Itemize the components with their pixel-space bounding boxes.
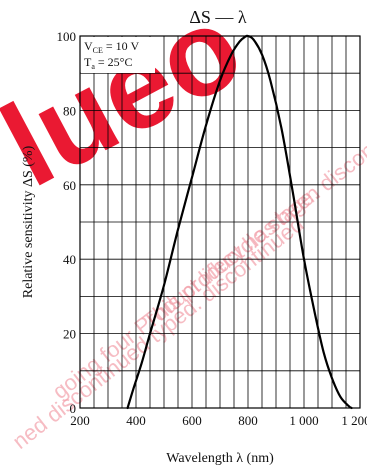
plot-frame	[79, 35, 361, 409]
annotation-background	[81, 37, 155, 73]
y-tick-label: 0	[70, 401, 77, 416]
watermark-text-2: ned discontinued typed. discontinued	[8, 211, 309, 454]
x-tick-label: 1 200	[341, 413, 367, 428]
tick-labels: 0 20 40 60 80 100 200 400 600 800 1 000 1 200	[57, 29, 367, 428]
x-tick-label: 400	[126, 413, 146, 428]
annotation-box: VCE = 10 VTa = 25°C	[81, 37, 155, 73]
x-tick-label: 800	[238, 413, 258, 428]
y-tick-label: 80	[63, 103, 76, 118]
y-tick-label: 100	[57, 29, 77, 44]
y-tick-label: 60	[63, 178, 76, 193]
x-axis-label: Wavelength λ (nm)	[166, 451, 274, 466]
watermark-logo: lueo	[0, 0, 262, 212]
y-tick-label: 20	[63, 327, 76, 342]
x-tick-label: 1 000	[289, 413, 318, 428]
annotation-line: VCE = 10 V	[84, 39, 139, 55]
x-tick-label: 600	[182, 413, 202, 428]
sensitivity-curve	[126, 34, 353, 410]
grid	[80, 36, 360, 408]
x-tick-label: 200	[70, 413, 90, 428]
y-axis-label: Relative sensitivity ΔS (%)	[21, 145, 36, 298]
chart-title: ΔS — λ	[189, 7, 247, 27]
y-tick-label: 40	[63, 252, 76, 267]
annotation-line: Ta = 25°C	[84, 55, 132, 71]
